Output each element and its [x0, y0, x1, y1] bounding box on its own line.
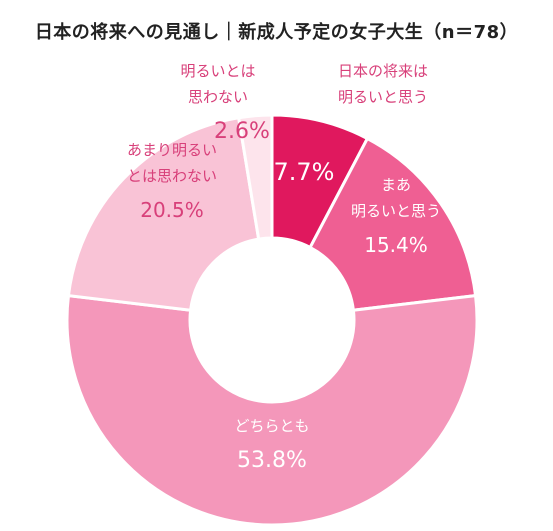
slice-1: [308, 136, 478, 312]
slice-label-3: あまり明るい: [127, 141, 217, 159]
slice-3: [66, 116, 261, 312]
slice-label-0: 日本の将来は: [338, 62, 428, 80]
slice-value-4: 2.6%: [214, 119, 270, 144]
slice-label-1: まあ: [381, 176, 411, 194]
slice-2: [65, 293, 479, 527]
slice-4: [236, 113, 274, 241]
slice-value-3: 20.5%: [140, 198, 204, 222]
slice-label-1: 明るいと思う: [351, 202, 441, 220]
chart-title: 日本の将来への見通し｜新成人予定の女子大生（n＝78）: [34, 22, 519, 43]
slice-label-3: とは思わない: [127, 167, 217, 185]
slice-label-4: 明るいとは: [180, 62, 255, 80]
slice-value-2: 53.8%: [237, 448, 307, 473]
slice-label-4: 思わない: [188, 88, 248, 106]
slice-value-1: 15.4%: [364, 233, 428, 257]
slice-value-0: 7.7%: [274, 158, 335, 186]
slice-label-2: どちらとも: [234, 417, 309, 435]
slice-label-0: 明るいと思う: [338, 88, 428, 106]
